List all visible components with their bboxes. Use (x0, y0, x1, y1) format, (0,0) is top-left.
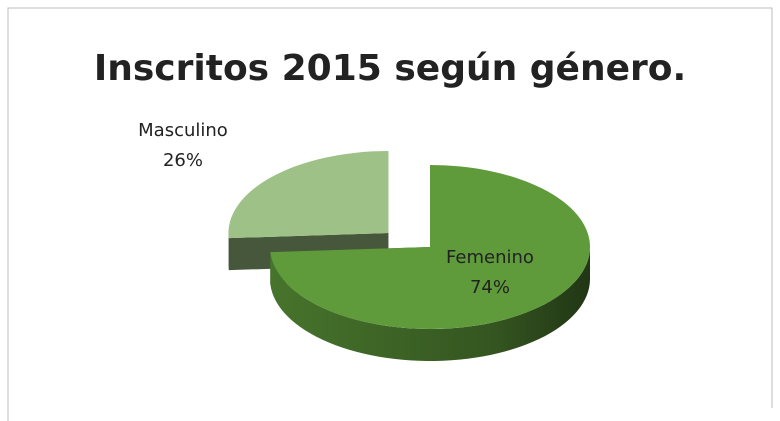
slice (270, 165, 590, 329)
chart-border (7, 7, 773, 421)
value-label: 26% (163, 150, 203, 171)
chart-title: Inscritos 2015 según género. (94, 48, 686, 89)
category-label: Femenino (446, 247, 534, 268)
value-label: 74% (470, 277, 510, 298)
category-label: Masculino (138, 120, 228, 141)
slice-side (270, 247, 590, 361)
slice (228, 151, 389, 239)
